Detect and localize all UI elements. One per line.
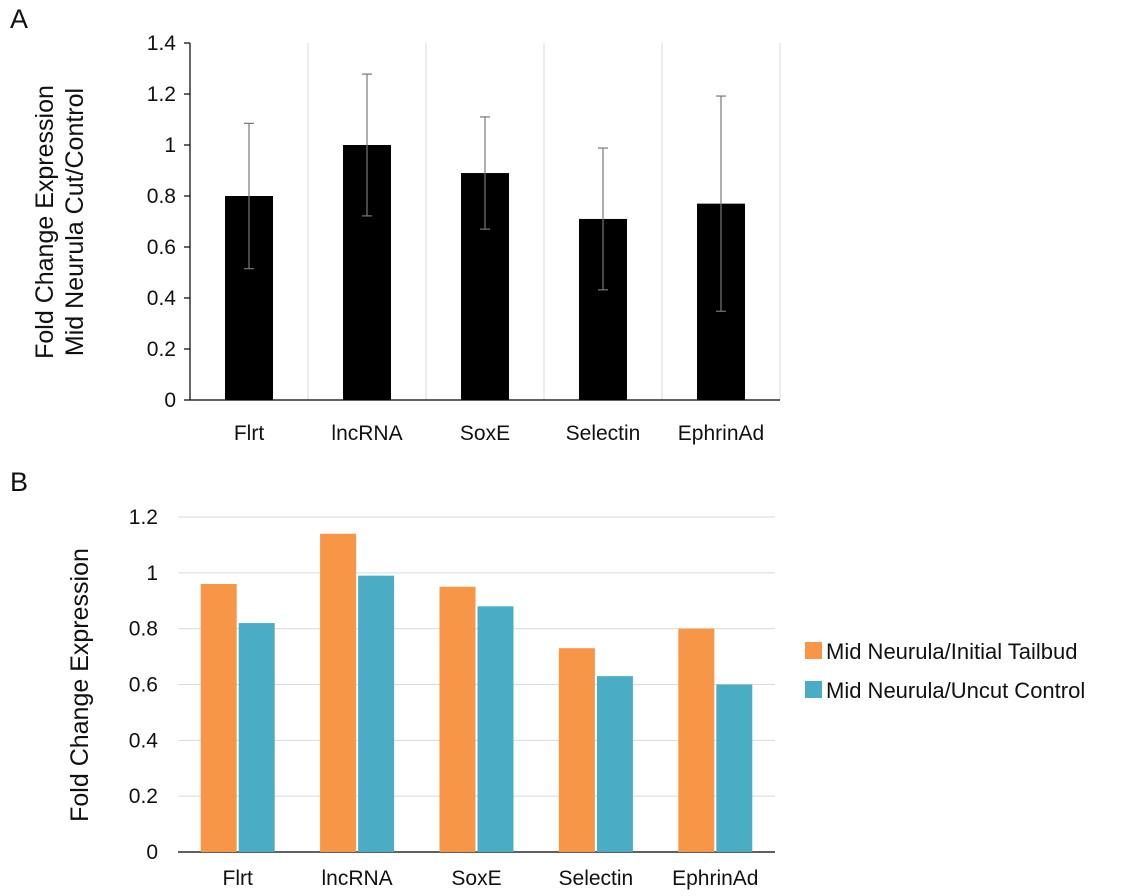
- panel-a-label: A: [10, 4, 28, 34]
- panel-b-bar: [558, 648, 595, 852]
- panel-b-ylabel: Fold Change Expression: [66, 548, 94, 822]
- panel-b-ytick-label: 0.4: [129, 729, 159, 752]
- panel-a-ytick-label: 0.6: [147, 236, 176, 259]
- panel-b-category-label: SoxE: [451, 867, 501, 890]
- panel-b-legend-swatch: [805, 642, 822, 659]
- panel-b-label: B: [10, 467, 28, 497]
- panel-b-category-label: lncRNA: [322, 867, 393, 890]
- panel-b-ytick-label: 0.6: [129, 674, 158, 697]
- panel-b-bar: [678, 628, 715, 852]
- panel-a-ytick-label: 0.8: [147, 185, 176, 208]
- panel-a-plot: 0 0.2 0.4 0.6 0.8 1 1.2 1.4 Flrt lncRNA SoxE Select…: [147, 32, 781, 445]
- panel-a-category-label: lncRNA: [331, 422, 402, 445]
- panel-a-ytick-label: 0.2: [147, 338, 176, 361]
- panel-b-ytick-label: 0.2: [129, 785, 158, 808]
- panel-b-bar: [716, 684, 753, 852]
- panel-b-category-label: Flrt: [223, 867, 253, 890]
- panel-a-ytick-label: 1: [164, 134, 176, 157]
- panel-b-bar: [320, 533, 357, 852]
- panel-b-bar: [238, 623, 275, 852]
- panel-a-category-label: EphrinAd: [678, 422, 764, 445]
- panel-b-category-label: EphrinAd: [672, 867, 758, 890]
- panel-a-ytick-label: 1.2: [147, 83, 176, 106]
- panel-b-ytick-label: 1: [146, 562, 158, 585]
- panel-b-category-label: Selectin: [559, 867, 634, 890]
- panel-a-ytick-label: 0.4: [147, 287, 177, 310]
- panel-b-ytick-label: 0: [146, 841, 158, 864]
- panel-b-legend-swatch: [805, 681, 822, 698]
- panel-b-bar: [358, 575, 395, 852]
- panel-a-category-label: Selectin: [566, 422, 641, 445]
- panel-a-ytick-label: 1.4: [147, 32, 177, 55]
- panel-a-ylabel-line2: Mid Neurula Cut/Control: [61, 88, 89, 356]
- panel-b-bar: [439, 586, 476, 852]
- panel-b-legend-label: Mid Neurula/Uncut Control: [826, 678, 1085, 703]
- panel-b-ytick-label: 1.2: [129, 506, 158, 529]
- panel-b-legend-label: Mid Neurula/Initial Tailbud: [826, 639, 1078, 664]
- panel-b-bar: [596, 676, 633, 852]
- panel-b-bar: [477, 606, 514, 852]
- panel-a-category-label: SoxE: [460, 422, 510, 445]
- panel-a-category-label: Flrt: [234, 422, 264, 445]
- panel-b-plot: 0 0.2 0.4 0.6 0.8 1 1.2 Flrt lncRNA SoxE Selectin E…: [129, 506, 775, 890]
- panel-a-ytick-label: 0: [164, 389, 176, 412]
- panel-b-ytick-label: 0.8: [129, 618, 158, 641]
- panel-b-legend: Mid Neurula/Initial Tailbud Mid Neurula/U…: [805, 639, 1085, 703]
- panel-b-bar: [200, 584, 237, 852]
- panel-a-ylabel-line1: Fold Change Expression: [31, 85, 59, 359]
